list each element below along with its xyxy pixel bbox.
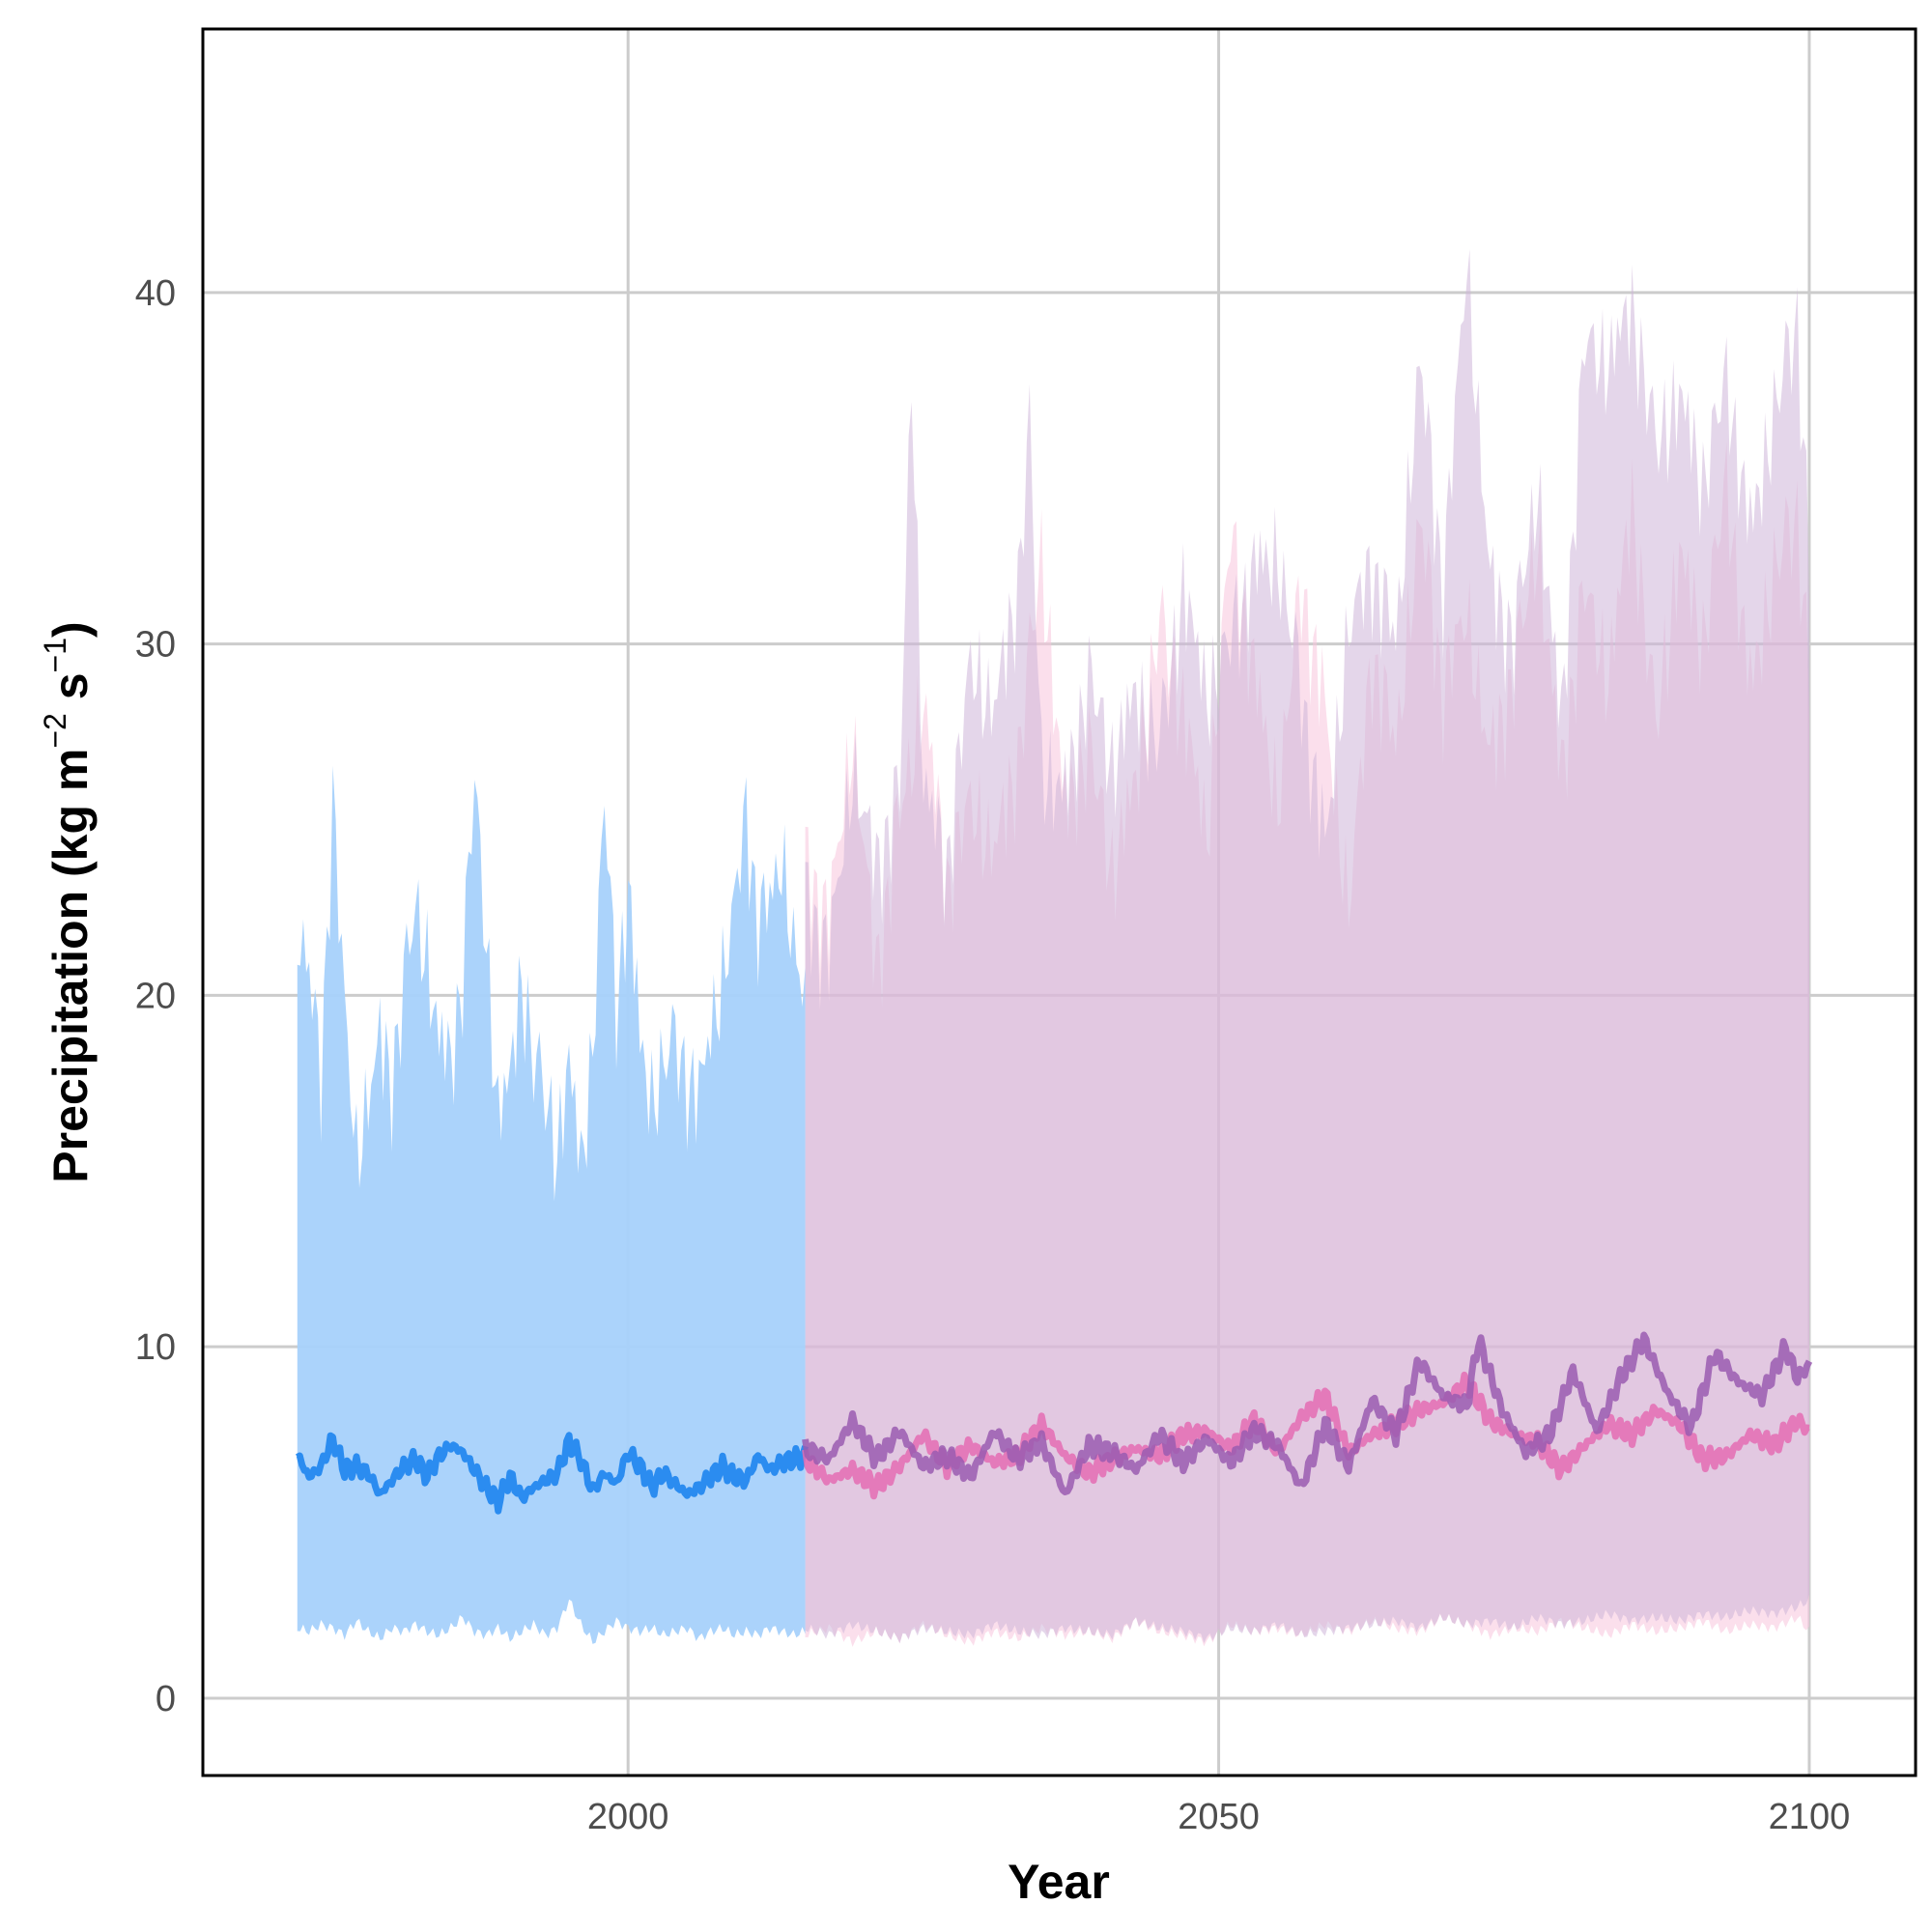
tick-labels: 2000 2050 2100 0 10 20 30 40 — [135, 273, 1851, 1837]
range-bands — [297, 248, 1809, 1647]
y-axis-title-mid: s — [43, 672, 98, 713]
mean-line-scenario_b — [802, 1331, 1813, 1495]
y-tick-label-20: 20 — [135, 976, 176, 1016]
mean-line-scenario_a — [802, 1371, 1810, 1500]
mean-lines — [295, 1331, 1813, 1515]
x-tick-label-2100: 2100 — [1769, 1797, 1851, 1837]
y-axis-title: Precipitation (kg m−2 s−1) — [38, 621, 98, 1182]
band-scenario_b — [805, 248, 1809, 1644]
x-tick-label-2050: 2050 — [1178, 1797, 1260, 1837]
y-axis-title-end: ) — [43, 621, 98, 638]
y-axis-title-text: Precipitation (kg m — [43, 749, 98, 1183]
y-axis-title-sup-1: −2 — [38, 713, 72, 748]
x-axis-title: Year — [1008, 1855, 1110, 1909]
y-tick-label-10: 10 — [135, 1327, 176, 1368]
panel-border — [201, 27, 1918, 1777]
band-historical — [297, 765, 806, 1644]
y-axis-title-sup-2: −1 — [38, 638, 72, 672]
y-tick-label-40: 40 — [135, 273, 176, 314]
y-tick-label-30: 30 — [135, 625, 176, 666]
x-tick-label-2000: 2000 — [587, 1797, 669, 1837]
y-tick-label-0: 0 — [156, 1679, 176, 1719]
mean-line-historical — [295, 1432, 809, 1515]
